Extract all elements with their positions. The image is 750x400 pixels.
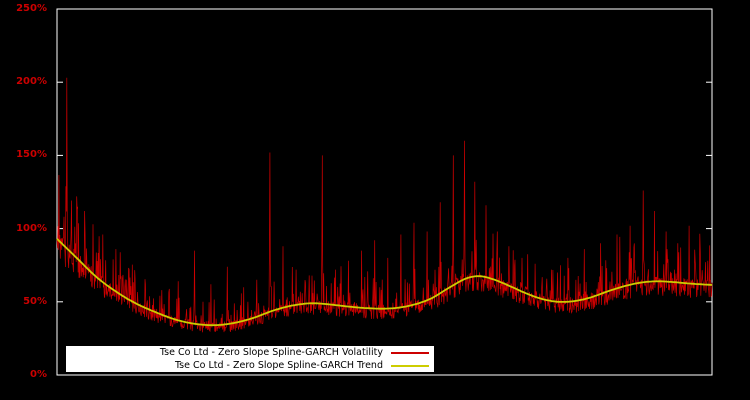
legend-line-sample-volatility	[391, 351, 429, 354]
y-tick-label-100: 100%	[16, 223, 47, 234]
legend-label-trend: Tse Co Ltd - Zero Slope Spline-GARCH Tre…	[174, 360, 383, 371]
legend-label-volatility: Tse Co Ltd - Zero Slope Spline-GARCH Vol…	[159, 347, 383, 358]
volatility-series-line	[56, 77, 713, 333]
legend-entry-trend: Tse Co Ltd - Zero Slope Spline-GARCH Tre…	[66, 359, 434, 372]
y-tick-label-200: 200%	[16, 76, 47, 87]
y-tick-label-0: 0%	[30, 369, 47, 380]
plot-frame	[56, 8, 713, 376]
y-tick-label-150: 150%	[16, 149, 47, 160]
chart-legend: Tse Co Ltd - Zero Slope Spline-GARCH Vol…	[66, 346, 434, 372]
y-axis-labels: 0% 50% 100% 150% 200% 250%	[0, 0, 50, 400]
legend-line-sample-trend	[391, 364, 429, 367]
trend-series-line	[56, 238, 713, 327]
y-tick-label-50: 50%	[23, 296, 47, 307]
y-tick-label-250: 250%	[16, 3, 47, 14]
legend-entry-volatility: Tse Co Ltd - Zero Slope Spline-GARCH Vol…	[66, 346, 434, 359]
